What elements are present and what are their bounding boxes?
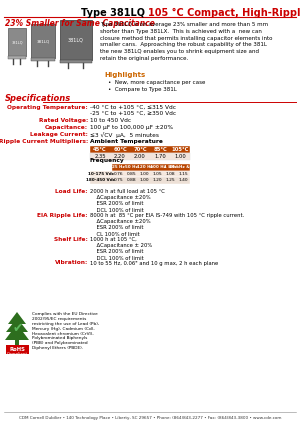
Text: 0.88: 0.88	[127, 178, 136, 182]
Bar	[90, 146, 190, 153]
Bar	[31, 58, 55, 61]
Text: 180-450 Vdc: 180-450 Vdc	[86, 178, 116, 182]
Bar	[60, 20, 92, 60]
Text: •  Compare to Type 381L: • Compare to Type 381L	[108, 87, 177, 92]
Bar	[112, 164, 190, 170]
Text: Ambient Temperature: Ambient Temperature	[90, 139, 163, 144]
Text: 0.76: 0.76	[114, 172, 123, 176]
Text: Complies with the EU Directive
2002/95/EC requirements
restricting the use of Le: Complies with the EU Directive 2002/95/E…	[32, 312, 99, 350]
Text: Shelf Life:: Shelf Life:	[54, 236, 88, 241]
Text: Operating Temperature:: Operating Temperature:	[7, 105, 88, 110]
Text: 10-175 Vdc: 10-175 Vdc	[88, 172, 114, 176]
Text: Type 381LQ: Type 381LQ	[81, 8, 148, 18]
Bar	[8, 28, 26, 56]
Text: 1.20: 1.20	[153, 178, 162, 182]
Text: 1.08: 1.08	[166, 172, 175, 176]
Bar	[90, 170, 190, 177]
Text: 105°C: 105°C	[171, 147, 189, 152]
Text: 1.00: 1.00	[174, 154, 186, 159]
Text: 2.20: 2.20	[114, 154, 126, 159]
Polygon shape	[6, 318, 28, 332]
Text: ≤3 √CV  μA,  5 minutes: ≤3 √CV μA, 5 minutes	[90, 132, 159, 138]
Text: 70°C: 70°C	[133, 147, 147, 152]
Text: 381LQ: 381LQ	[68, 37, 84, 42]
Text: 100 μF to 100,000 μF ±20%: 100 μF to 100,000 μF ±20%	[90, 125, 173, 130]
Text: RoHS: RoHS	[9, 347, 25, 352]
Bar	[31, 24, 55, 58]
Text: 50 Hz: 50 Hz	[125, 165, 138, 169]
Text: 1.25: 1.25	[166, 178, 176, 182]
Polygon shape	[8, 312, 26, 324]
Text: 2.00: 2.00	[134, 154, 146, 159]
Text: Vibration:: Vibration:	[55, 261, 88, 266]
Text: 120 Hz: 120 Hz	[136, 165, 152, 169]
Bar	[90, 153, 190, 160]
Text: 105 °C Compact, High-Ripple Snap-in: 105 °C Compact, High-Ripple Snap-in	[148, 8, 300, 18]
Text: 1.00: 1.00	[140, 178, 149, 182]
Text: 1.70: 1.70	[154, 154, 166, 159]
Text: Compliant: Compliant	[6, 352, 28, 357]
Text: -40 °C to +105 °C, ≤315 Vdc
-25 °C to +105 °C, ≥350 Vdc: -40 °C to +105 °C, ≤315 Vdc -25 °C to +1…	[90, 105, 176, 116]
Text: Frequency: Frequency	[90, 158, 125, 163]
Text: 0.85: 0.85	[127, 172, 136, 176]
Bar	[6, 345, 29, 354]
Text: 85°C: 85°C	[153, 147, 167, 152]
Text: 381LQ: 381LQ	[11, 40, 23, 44]
Text: Leakage Current:: Leakage Current:	[30, 132, 88, 137]
Text: 60°C: 60°C	[113, 147, 127, 152]
Text: 0.75: 0.75	[114, 178, 123, 182]
Text: 2.35: 2.35	[94, 154, 106, 159]
Bar	[8, 56, 26, 59]
Bar	[90, 177, 190, 184]
Text: 45°C: 45°C	[93, 147, 107, 152]
Text: 381LQ: 381LQ	[36, 39, 50, 43]
Text: 1000 h at 105 °C,
    ΔCapacitance ± 20%
    ESR 200% of limit
    DCL 100% of l: 1000 h at 105 °C, ΔCapacitance ± 20% ESR…	[90, 236, 152, 261]
Bar	[60, 60, 92, 63]
Text: 1.00: 1.00	[140, 172, 149, 176]
Text: Specifications: Specifications	[5, 94, 71, 103]
Text: 2000 h at full load at 105 °C
    ΔCapacitance ±20%
    ESR 200% of limit
    DC: 2000 h at full load at 105 °C ΔCapacitan…	[90, 189, 165, 212]
Text: 1.15: 1.15	[178, 172, 188, 176]
Bar	[15, 340, 19, 345]
Text: 1.05: 1.05	[153, 172, 162, 176]
Text: 1.40: 1.40	[179, 178, 188, 182]
Text: CDM Cornell Dubilier • 140 Technology Place • Liberty, SC 29657 • Phone: (864)84: CDM Cornell Dubilier • 140 Technology Pl…	[19, 416, 281, 420]
Text: 8000 h at  85 °C per EIA IS-749 with 105 °C ripple current.
    ΔCapacitance ±20: 8000 h at 85 °C per EIA IS-749 with 105 …	[90, 212, 244, 237]
Text: 10 to 450 Vdc: 10 to 450 Vdc	[90, 118, 131, 123]
Text: Load Life:: Load Life:	[56, 189, 88, 193]
Text: Type 381LQ is on average 23% smaller and more than 5 mm
shorter than Type 381LX.: Type 381LQ is on average 23% smaller and…	[100, 22, 272, 61]
Text: Rated Voltage:: Rated Voltage:	[39, 118, 88, 123]
Text: ✔: ✔	[13, 322, 23, 335]
Polygon shape	[5, 324, 29, 340]
Text: Highlights: Highlights	[104, 72, 145, 78]
Text: 10 to 55 Hz, 0.06" and 10 g max, 2 h each plane: 10 to 55 Hz, 0.06" and 10 g max, 2 h eac…	[90, 261, 218, 266]
Text: 25 Hz: 25 Hz	[112, 165, 125, 169]
Text: EIA Ripple Life:: EIA Ripple Life:	[38, 212, 88, 218]
Text: 10 kHz & up: 10 kHz & up	[169, 165, 198, 169]
Text: 1 kHz: 1 kHz	[164, 165, 177, 169]
Text: Ripple Current Multipliers:: Ripple Current Multipliers:	[0, 139, 88, 144]
Text: 400 Hz: 400 Hz	[149, 165, 166, 169]
Text: Capacitance:: Capacitance:	[45, 125, 88, 130]
Text: •  New, more capacitance per case: • New, more capacitance per case	[108, 80, 206, 85]
Text: 23% Smaller for Same Capacitance: 23% Smaller for Same Capacitance	[5, 19, 155, 28]
